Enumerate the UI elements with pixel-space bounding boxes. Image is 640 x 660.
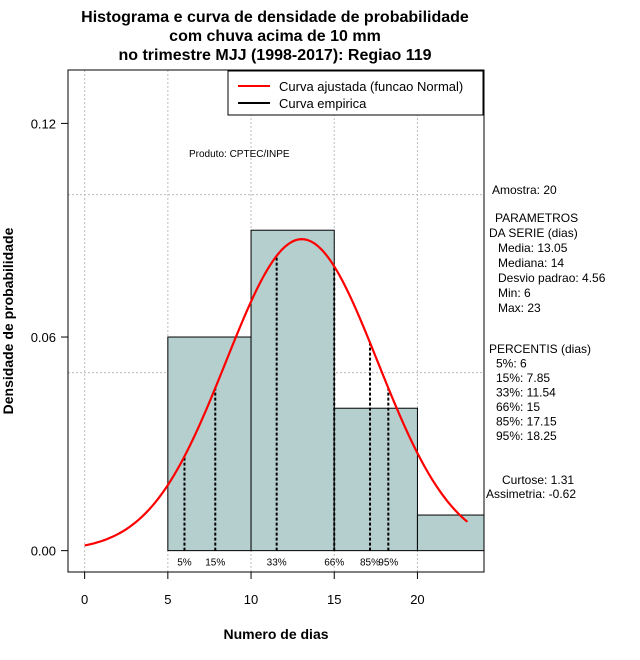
- parameter-line: PARAMETROS: [495, 211, 578, 225]
- y-axis: 0.00 0.06 0.12: [31, 116, 69, 559]
- parameter-line: Media: 13.05: [498, 241, 568, 255]
- sample-size: Amostra: 20: [492, 183, 557, 197]
- percentile-stat-line: 33%: 11.54: [496, 386, 556, 400]
- normal-curve: [84, 238, 469, 547]
- x-tick-label: 15: [327, 592, 341, 607]
- percentile-label: 85%: [360, 558, 380, 569]
- x-tick-label: 0: [81, 592, 88, 607]
- x-axis-title: Numero de dias: [223, 626, 328, 642]
- y-tick-label: 0.12: [31, 116, 56, 131]
- x-tick-label: 20: [410, 592, 424, 607]
- x-axis: 0 5 10 15 20: [81, 571, 425, 607]
- title-line-1: Histograma e curva de densidade de proba…: [81, 9, 469, 26]
- legend-label-empirical: Curva empirica: [279, 96, 367, 111]
- chart-title: Histograma e curva de densidade de proba…: [81, 9, 469, 64]
- parameter-line: Min: 6: [498, 286, 531, 300]
- percentile-label: 95%: [378, 558, 398, 569]
- percentile-label: 66%: [324, 558, 344, 569]
- y-axis-title: Densidade de probabilidade: [0, 227, 16, 414]
- parameter-line: Max: 23: [498, 301, 541, 315]
- skewness: Assimetria: -0.62: [486, 487, 576, 501]
- kurtosis: Curtose: 1.31: [502, 473, 574, 487]
- percentile-stat-line: 15%: 7.85: [496, 371, 550, 385]
- x-tick-label: 5: [164, 592, 171, 607]
- percentile-stat-line: 66%: 15: [496, 400, 540, 414]
- histogram-bar: [333, 407, 418, 552]
- percentile-stat-line: 95%: 18.25: [496, 429, 557, 443]
- legend-box: [227, 70, 484, 116]
- percentile-label: 15%: [205, 558, 225, 569]
- parameter-line: DA SERIE (dias): [489, 226, 578, 240]
- y-tick-label: 0.00: [31, 544, 56, 559]
- histogram-bars: [167, 229, 485, 552]
- percentile-markers: 5% 15% 33% 66% 85%95%: [177, 255, 398, 569]
- percentile-stat-line: 85%: 17.15: [496, 415, 557, 429]
- percentile-stat-line: PERCENTIS (dias): [489, 342, 591, 356]
- percentile-label: 5%: [177, 558, 192, 569]
- parameter-line: Desvio padrao: 4.56: [498, 271, 606, 285]
- legend-label-fit: Curva ajustada (funcao Normal): [279, 79, 463, 94]
- title-line-3: no trimestre MJJ (1998-2017): Regiao 119: [118, 47, 431, 64]
- x-tick-label: 10: [244, 592, 258, 607]
- histogram-bar: [416, 514, 485, 552]
- normal-fit-curve: [84, 238, 469, 547]
- product-annotation: Produto: CPTEC/INPE: [189, 149, 290, 160]
- histogram-bar: [167, 336, 252, 552]
- title-line-2: com chuva acima de 10 mm: [169, 28, 381, 45]
- y-tick-label: 0.06: [31, 330, 56, 345]
- percentile-stat-line: 5%: 6: [496, 357, 527, 371]
- histogram-bar: [250, 229, 335, 552]
- legend: Curva ajustada (funcao Normal) Curva emp…: [227, 70, 484, 116]
- percentile-label: 33%: [267, 558, 287, 569]
- parameter-line: Mediana: 14: [498, 256, 564, 270]
